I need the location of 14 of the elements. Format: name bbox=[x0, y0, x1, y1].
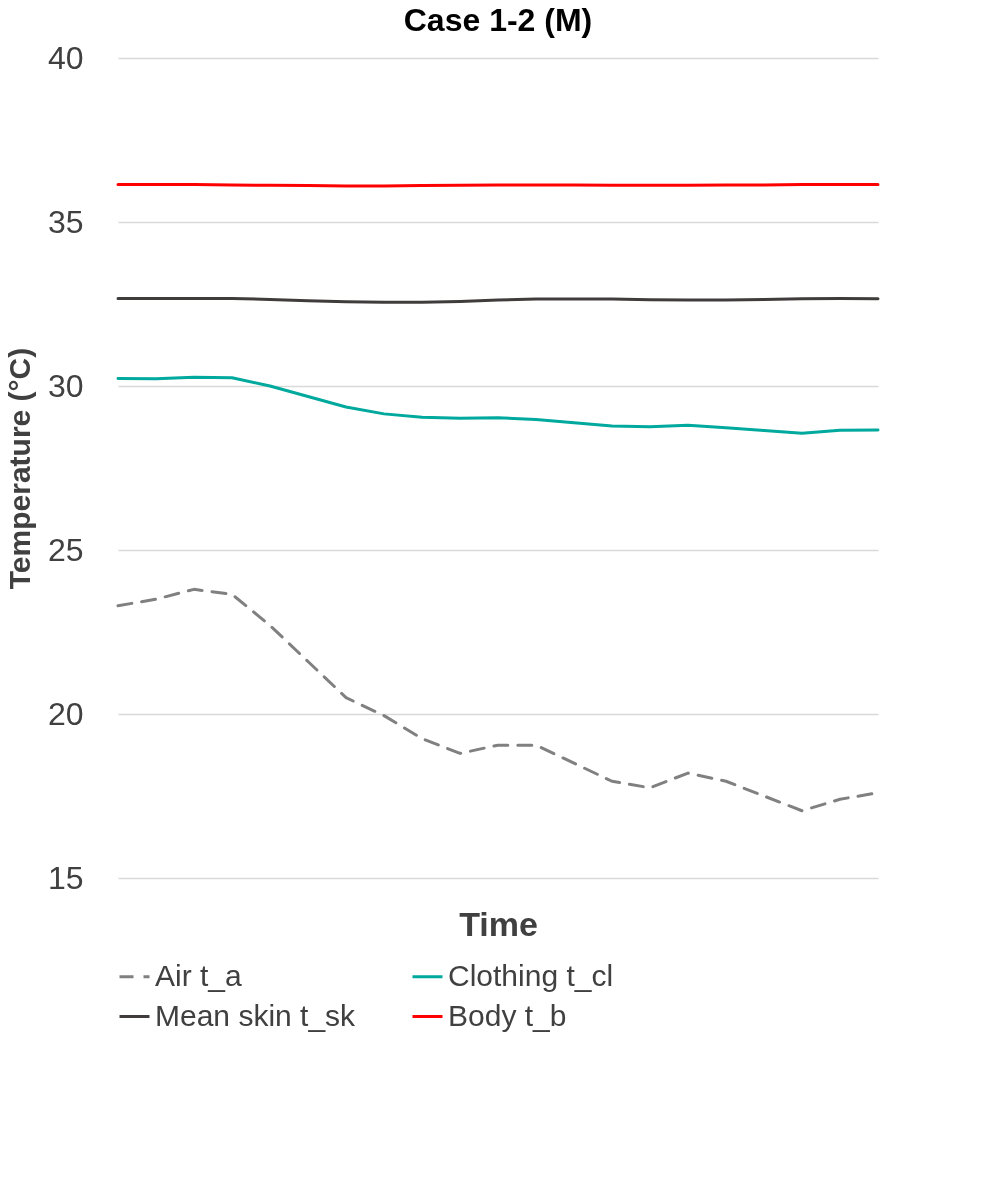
y-tick-label: 35 bbox=[47, 203, 84, 240]
y-tick-label: 15 bbox=[47, 859, 84, 896]
chart-title: Case 1-2 (M) bbox=[403, 2, 593, 38]
legend-label: Body t_b bbox=[448, 998, 567, 1032]
y-axis-title: Temperature (°C) bbox=[2, 347, 36, 590]
legend-label: Mean skin t_sk bbox=[155, 998, 357, 1032]
y-tick-label: 20 bbox=[47, 695, 84, 732]
legend-label: Air t_a bbox=[155, 958, 243, 992]
y-tick-label: 25 bbox=[47, 531, 84, 568]
legend-label: Clothing t_cl bbox=[448, 958, 614, 992]
y-tick-label: 40 bbox=[47, 39, 84, 76]
x-axis-title: Time bbox=[459, 904, 538, 943]
y-tick-label: 30 bbox=[47, 367, 84, 404]
line-series bbox=[116, 375, 880, 435]
